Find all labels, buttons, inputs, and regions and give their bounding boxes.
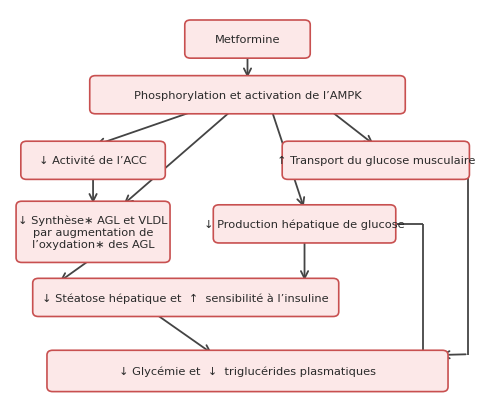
FancyBboxPatch shape <box>282 142 469 180</box>
Text: ↓ Glycémie et  ↓  triglucérides plasmatiques: ↓ Glycémie et ↓ triglucérides plasmatiqu… <box>119 366 376 376</box>
Text: ↑ Transport du glucose musculaire: ↑ Transport du glucose musculaire <box>277 156 475 166</box>
FancyBboxPatch shape <box>16 202 170 263</box>
FancyBboxPatch shape <box>213 205 396 243</box>
FancyBboxPatch shape <box>21 142 165 180</box>
Text: Phosphorylation et activation de l’AMPK: Phosphorylation et activation de l’AMPK <box>134 90 361 100</box>
Text: ↓ Stéatose hépatique et  ↑  sensibilité à l’insuline: ↓ Stéatose hépatique et ↑ sensibilité à … <box>43 292 329 303</box>
Text: ↓ Activité de l’ACC: ↓ Activité de l’ACC <box>39 156 147 166</box>
Text: ↓ Production hépatique de glucose: ↓ Production hépatique de glucose <box>204 219 405 230</box>
Text: ↓ Synthèse∗ AGL et VLDL
par augmentation de
l’oxydation∗ des AGL: ↓ Synthèse∗ AGL et VLDL par augmentation… <box>18 216 168 249</box>
FancyBboxPatch shape <box>90 76 405 114</box>
Text: Metformine: Metformine <box>215 35 280 45</box>
FancyBboxPatch shape <box>47 350 448 392</box>
FancyBboxPatch shape <box>185 21 310 59</box>
FancyBboxPatch shape <box>33 279 339 317</box>
